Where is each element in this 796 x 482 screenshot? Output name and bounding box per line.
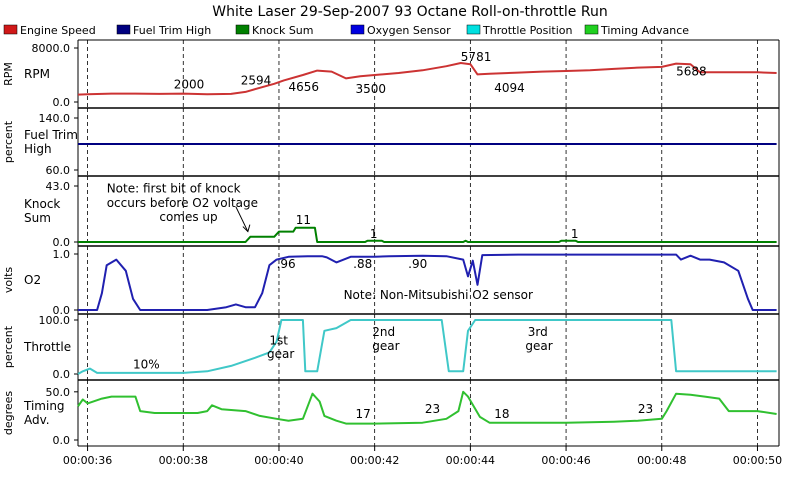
y-tick-label: 0.0 (53, 434, 71, 447)
x-tick-label: 00:00:48 (637, 454, 686, 467)
series-line (78, 253, 777, 311)
y-tick-label: 1.0 (53, 248, 71, 261)
annotation: Note: Non-Mitsubishi O2 sensor (344, 288, 533, 302)
legend-item: Fuel Trim High (116, 24, 211, 37)
annotation: 23 (425, 402, 440, 416)
annotation: 17 (356, 407, 371, 421)
x-tick-label: 00:00:40 (254, 454, 303, 467)
annotation: gear (372, 339, 399, 353)
legend-swatch (584, 24, 599, 35)
x-tick-label: 00:00:38 (159, 454, 208, 467)
legend-swatch (3, 24, 18, 35)
annotation: 1st (269, 333, 288, 347)
annotation: 2nd (372, 325, 395, 339)
unit-label: volts (2, 267, 15, 294)
panel: 8000.0 0.0 RPM RPM 2000 2594 4656 3500 5781 4094 5… (2, 39, 780, 109)
series-name: RPM (24, 67, 50, 81)
annotation: 23 (638, 402, 653, 416)
legend-label: Timing Advance (600, 24, 689, 37)
legend-swatch (350, 24, 365, 35)
legend-label: Throttle Position (482, 24, 573, 37)
annotation: 3rd (528, 325, 548, 339)
annotation: 1 (571, 227, 579, 241)
series-name: Throttle (23, 340, 71, 354)
legend-item: Knock Sum (235, 24, 314, 37)
annotation: 2594 (241, 73, 272, 87)
x-tick-label: 00:00:44 (446, 454, 495, 467)
annotation: 4656 (289, 80, 320, 94)
annotation: 3500 (356, 82, 387, 96)
annotation: .90 (408, 257, 427, 271)
annotation: .88 (353, 257, 372, 271)
series-line (77, 62, 777, 96)
series-name: High (24, 142, 52, 156)
annotation: 5781 (461, 50, 492, 64)
annotation: 5688 (676, 65, 707, 79)
y-tick-label: 8000.0 (32, 42, 71, 55)
chart-panels: 8000.0 0.0 RPM RPM 2000 2594 4656 3500 5781 4094 5… (2, 39, 780, 447)
x-axis: 00:00:36 00:00:38 00:00:40 00:00:42 00:00:44… (63, 446, 782, 467)
legend-item: Oxygen Sensor (350, 24, 451, 37)
annotation: 10% (133, 358, 160, 372)
annotation: 2000 (174, 78, 205, 92)
y-tick-label: 140.0 (39, 112, 71, 125)
annotation-arrowhead (242, 224, 251, 233)
annotation: comes up (159, 210, 217, 224)
series-name: O2 (24, 273, 41, 287)
annotation: occurs before O2 voltage (107, 196, 258, 210)
x-tick-label: 00:00:42 (350, 454, 399, 467)
annotation: 4094 (494, 81, 525, 95)
unit-label: percent (2, 325, 15, 368)
annotation: .96 (277, 257, 296, 271)
chart-legend: Engine Speed Fuel Trim High Knock Sum Oxyge… (3, 24, 689, 37)
annotation: 1 (370, 227, 378, 241)
series-line (77, 319, 777, 375)
unit-label: degrees (2, 391, 15, 436)
annotation: gear (267, 347, 294, 361)
annotation-arrow (235, 206, 249, 232)
series-name: Fuel Trim (24, 128, 78, 142)
legend-label: Knock Sum (252, 24, 314, 37)
chart-title: White Laser 29-Sep-2007 93 Octane Roll-o… (212, 4, 607, 20)
legend-swatch (235, 24, 250, 35)
annotation: 11 (296, 213, 311, 227)
x-tick-label: 00:00:50 (733, 454, 782, 467)
legend-item: Engine Speed (3, 24, 96, 37)
legend-label: Fuel Trim High (133, 24, 211, 37)
y-tick-label: 50.0 (46, 386, 71, 399)
legend-label: Oxygen Sensor (367, 24, 451, 37)
y-tick-label: 0.0 (53, 96, 71, 109)
y-tick-label: 0.0 (53, 368, 71, 381)
series-name: Sum (24, 211, 51, 225)
series-name: Knock (24, 197, 60, 211)
y-tick-label: 60.0 (46, 164, 71, 177)
series-name: Timing (23, 399, 65, 413)
x-tick-label: 00:00:36 (63, 454, 112, 467)
unit-label: RPM (2, 62, 15, 86)
panel: 1.0 0.0 volts O2 .96 .88 .90 Note: Non-Mitsubis… (2, 246, 780, 317)
unit-label: percent (2, 120, 15, 163)
legend-label: Engine Speed (20, 24, 96, 37)
y-tick-label: 43.0 (46, 180, 71, 193)
series-line (78, 226, 777, 243)
legend-swatch (466, 24, 481, 35)
series-name: Adv. (24, 413, 50, 427)
y-tick-label: 100.0 (39, 314, 71, 327)
y-tick-label: 0.0 (53, 236, 71, 249)
legend-item: Throttle Position (466, 24, 573, 37)
annotation: gear (525, 339, 552, 353)
x-tick-label: 00:00:46 (541, 454, 590, 467)
annotation: Note: first bit of knock (107, 182, 241, 196)
y-tick-label: 0.0 (53, 304, 71, 317)
legend-item: Timing Advance (584, 24, 689, 37)
legend-swatch (116, 24, 131, 35)
annotation: 18 (494, 407, 509, 421)
series-line (77, 390, 777, 425)
